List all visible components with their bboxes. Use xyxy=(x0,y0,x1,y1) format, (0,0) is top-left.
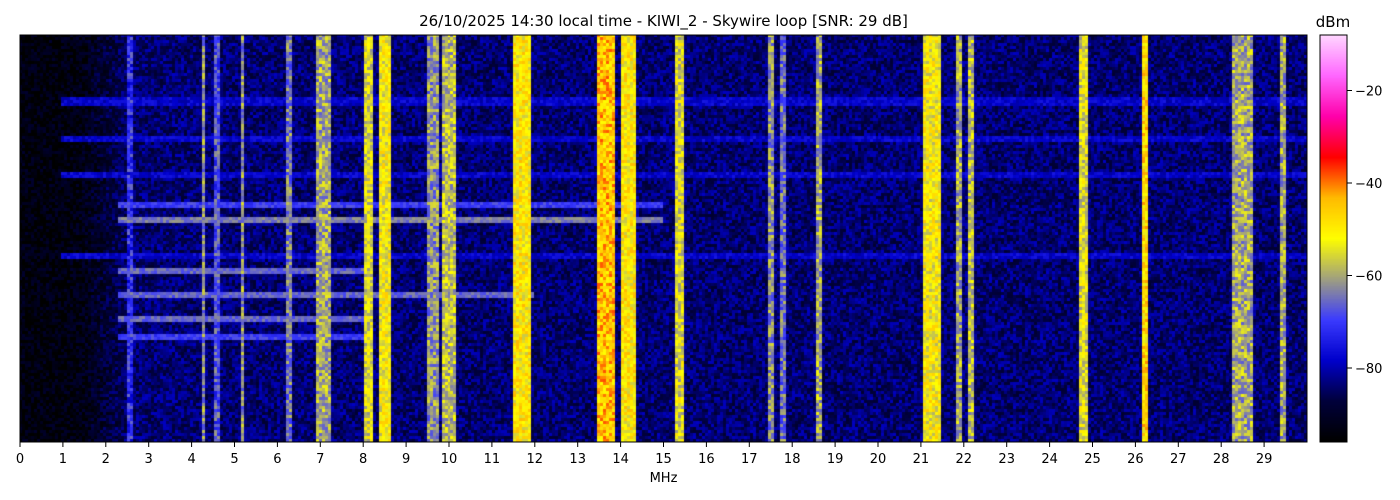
x-tick-label: 15 xyxy=(655,452,672,467)
x-tick-label: 24 xyxy=(1041,452,1058,467)
waterfall-heatmap xyxy=(20,35,1307,442)
x-axis: 0 1 2 3 4 5 6 7 8 9 10 11 12 13 14 15 16 17 18 19 20 21 22 23 24… xyxy=(16,442,1273,467)
x-tick-label: 22 xyxy=(956,452,973,467)
x-tick-label: 25 xyxy=(1084,452,1101,467)
colorbar-tick-label: −60 xyxy=(1355,270,1382,285)
x-tick-label: 3 xyxy=(145,452,153,467)
x-tick-label: 21 xyxy=(913,452,930,467)
x-tick-label: 7 xyxy=(316,452,324,467)
x-tick-label: 29 xyxy=(1256,452,1273,467)
x-tick-label: 9 xyxy=(402,452,410,467)
x-tick-label: 8 xyxy=(359,452,367,467)
colorbar-gradient xyxy=(1320,35,1347,442)
colorbar-frame xyxy=(1319,34,1348,443)
x-tick-label: 27 xyxy=(1170,452,1187,467)
colorbar-axis: −20 −40 −60 −80 xyxy=(1347,85,1382,377)
x-tick-label: 18 xyxy=(784,452,801,467)
x-tick-label: 26 xyxy=(1127,452,1144,467)
x-tick-label: 10 xyxy=(441,452,458,467)
x-tick-label: 5 xyxy=(230,452,238,467)
x-axis-label: MHz xyxy=(650,471,678,486)
colorbar-tick-label: −20 xyxy=(1355,85,1382,100)
x-tick-label: 0 xyxy=(16,452,24,467)
x-tick-label: 1 xyxy=(59,452,67,467)
colorbar-label: dBm xyxy=(1316,13,1350,31)
x-tick-label: 2 xyxy=(102,452,110,467)
x-tick-label: 20 xyxy=(870,452,887,467)
colorbar-tick-label: −40 xyxy=(1355,177,1382,192)
x-tick-label: 4 xyxy=(187,452,195,467)
x-tick-label: 17 xyxy=(741,452,758,467)
x-tick-label: 28 xyxy=(1213,452,1230,467)
colorbar-tick-label: −80 xyxy=(1355,362,1382,377)
x-tick-label: 13 xyxy=(569,452,586,467)
x-tick-label: 19 xyxy=(827,452,844,467)
x-tick-label: 11 xyxy=(484,452,501,467)
x-tick-label: 23 xyxy=(998,452,1015,467)
x-tick-label: 14 xyxy=(612,452,629,467)
x-tick-label: 12 xyxy=(527,452,544,467)
x-tick-label: 6 xyxy=(273,452,281,467)
chart-title: 26/10/2025 14:30 local time - KIWI_2 - S… xyxy=(419,12,908,30)
x-tick-label: 16 xyxy=(698,452,715,467)
